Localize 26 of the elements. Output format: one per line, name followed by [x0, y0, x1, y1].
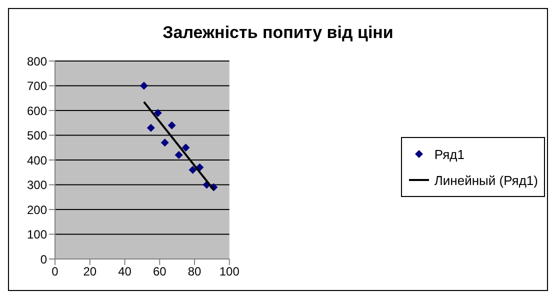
legend-label: Линейный (Ряд1)	[434, 172, 538, 188]
legend-label: Ряд1	[434, 146, 464, 162]
y-tick-label: 0	[40, 252, 48, 266]
y-tick-label: 600	[26, 104, 48, 118]
point	[182, 144, 190, 152]
y-tick-label: 800	[26, 54, 48, 68]
x-tick-label: 100	[219, 264, 240, 279]
x-tick-label: 40	[118, 264, 132, 279]
point	[168, 121, 176, 130]
y-tick-label: 100	[26, 228, 48, 242]
point	[154, 108, 162, 117]
point	[160, 138, 169, 147]
text: Залежність попиту від ціни	[162, 23, 394, 44]
x-tick-label: 80	[188, 264, 202, 279]
y-tick-label: 500	[26, 128, 48, 143]
y-tick-label: 400	[26, 153, 48, 168]
x-tick-label: 20	[83, 264, 97, 279]
point	[140, 82, 148, 90]
point	[174, 151, 183, 160]
x-tick-label: 0	[52, 264, 59, 279]
y-tick-label: 700	[26, 79, 48, 94]
point	[146, 124, 155, 132]
y-tick-label: 200	[26, 202, 48, 217]
y-tick-label: 300	[26, 178, 48, 192]
x-tick-label: 60	[152, 264, 167, 279]
point	[188, 166, 197, 174]
